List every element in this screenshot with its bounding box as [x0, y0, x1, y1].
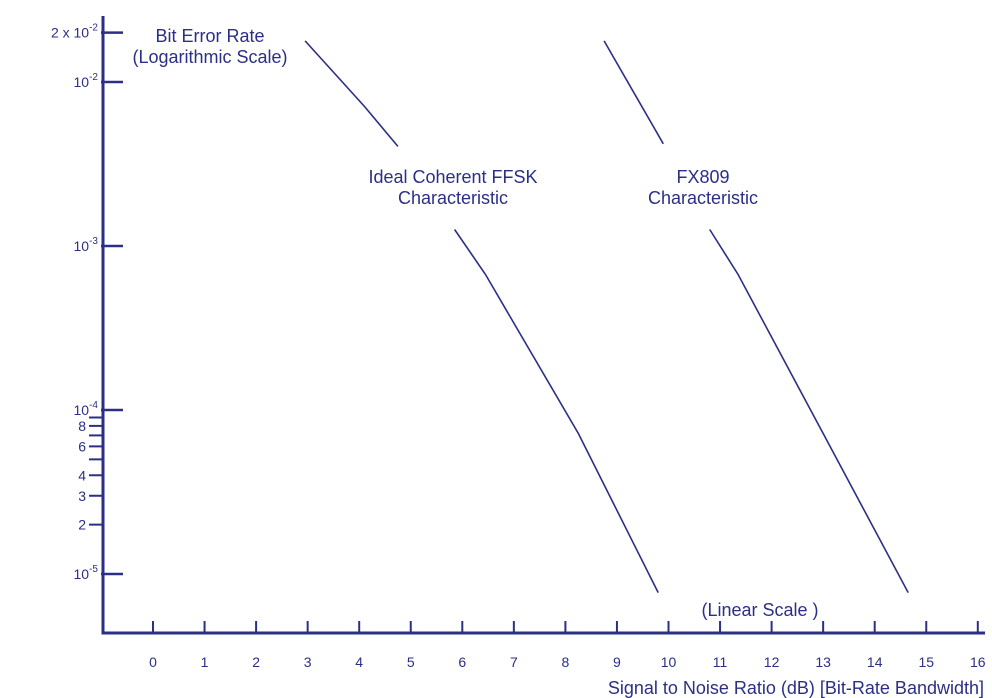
y-minor-label-6: 3 [78, 488, 86, 504]
series-lines [304, 40, 909, 593]
x-tick-label-12: 12 [764, 654, 780, 670]
x-tick-label-1: 1 [201, 654, 209, 670]
y-tick-label-4: 10-5 [74, 564, 99, 582]
series-0-segment-1 [453, 229, 659, 593]
x-scale-note: (Linear Scale ) [701, 600, 818, 620]
y-axis-title-line1: Bit Error Rate [155, 26, 264, 46]
x-tick-label-3: 3 [304, 654, 312, 670]
y-ticks: 2 x 10-2 10-2 10-3 10-4 10-5 8 6 4 3 2 [51, 23, 123, 582]
x-tick-label-11: 11 [713, 654, 728, 670]
x-tick-label-2: 2 [252, 654, 260, 670]
y-minor-label-7: 2 [78, 517, 86, 533]
y-tick-label-0: 2 x 10-2 [51, 23, 98, 41]
x-tick-label-10: 10 [661, 654, 677, 670]
series-1-segment-1 [709, 229, 909, 593]
x-tick-label-0: 0 [149, 654, 157, 670]
x-axis-title: Signal to Noise Ratio (dB) [Bit-Rate Ban… [608, 678, 984, 698]
x-tick-label-15: 15 [918, 654, 934, 670]
y-minor-label-3: 6 [78, 438, 86, 454]
x-tick-label-7: 7 [510, 654, 518, 670]
y-tick-label-3: 10-4 [74, 400, 99, 418]
y-tick-label-2: 10-3 [74, 236, 99, 254]
y-minor-label-5: 4 [78, 467, 86, 483]
series-label-ffsk-line2: Characteristic [398, 188, 508, 208]
x-tick-label-5: 5 [407, 654, 415, 670]
y-tick-label-1: 10-2 [74, 72, 99, 90]
x-tick-label-14: 14 [867, 654, 883, 670]
x-tick-label-13: 13 [815, 654, 831, 670]
y-axis-title-line2: (Logarithmic Scale) [132, 47, 287, 67]
x-tick-label-16: 16 [970, 654, 986, 670]
x-tick-label-9: 9 [613, 654, 621, 670]
series-label-fx809-line1: FX809 [676, 167, 729, 187]
series-0-segment-0 [304, 40, 399, 147]
x-tick-label-6: 6 [458, 654, 466, 670]
series-1-segment-0 [603, 40, 664, 145]
chart-axes [101, 16, 985, 635]
series-label-ffsk-line1: Ideal Coherent FFSK [368, 167, 537, 187]
x-tick-label-8: 8 [562, 654, 570, 670]
x-tick-label-4: 4 [355, 654, 363, 670]
x-ticks: 0 1 2 3 4 5 6 7 8 9 10 11 12 13 14 15 16 [149, 621, 986, 670]
series-label-fx809-line2: Characteristic [648, 188, 758, 208]
y-minor-label-1: 8 [78, 418, 86, 434]
